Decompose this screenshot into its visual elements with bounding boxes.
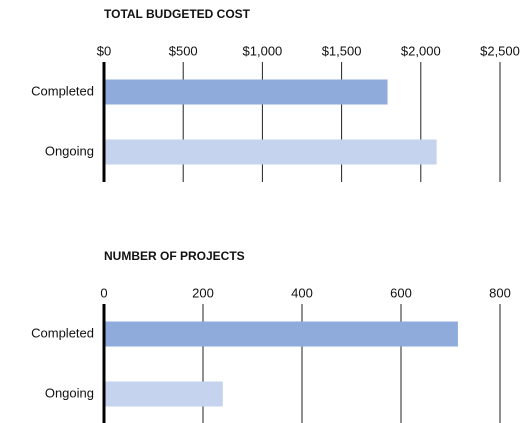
x-tick-label: $1,000: [243, 43, 283, 58]
chart-title: NUMBER OF PROJECTS: [104, 249, 245, 263]
bar: [104, 79, 388, 105]
x-tick-label: $0: [97, 43, 111, 58]
bar: [104, 381, 223, 407]
bar: [104, 321, 458, 347]
y-tick-label: Completed: [31, 83, 94, 98]
x-tick-label: 600: [390, 285, 412, 300]
y-tick-label: Ongoing: [45, 143, 94, 158]
x-tick-label: $2,000: [401, 43, 441, 58]
bar: [104, 139, 437, 165]
y-tick-label: Ongoing: [45, 385, 94, 400]
x-tick-label: 0: [100, 285, 107, 300]
y-tick-label: Completed: [31, 325, 94, 340]
x-tick-label: 800: [489, 285, 511, 300]
x-tick-label: $500: [169, 43, 198, 58]
x-tick-label: $1,500: [322, 43, 362, 58]
x-tick-label: 400: [291, 285, 313, 300]
x-tick-label: $2,500: [480, 43, 520, 58]
x-tick-label: 200: [192, 285, 214, 300]
chart-title: TOTAL BUDGETED COST: [104, 7, 251, 21]
